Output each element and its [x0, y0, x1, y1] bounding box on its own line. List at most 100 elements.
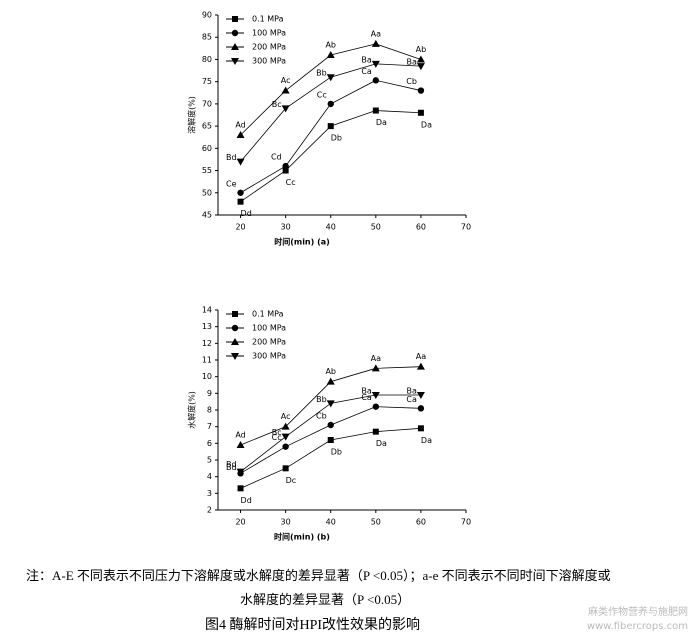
marker [236, 468, 245, 476]
marker [417, 109, 424, 116]
marker [372, 403, 380, 410]
y-tick-label: 4 [207, 472, 212, 481]
point-label: Cb [316, 412, 327, 421]
marker [237, 485, 244, 492]
watermark: 麻类作物营养与施肥网 [588, 605, 688, 618]
legend-label: 200 MPa [252, 338, 286, 347]
point-label: Dc [286, 476, 297, 485]
point-label: Da [421, 436, 432, 445]
y-tick-label: 65 [202, 122, 212, 131]
x-tick-label: 50 [371, 223, 381, 232]
marker [416, 63, 425, 71]
legend-label: 300 MPa [252, 57, 286, 66]
marker [326, 400, 335, 408]
x-tick-label: 20 [235, 518, 245, 527]
y-tick-label: 13 [202, 322, 212, 331]
point-label: Ad [235, 431, 245, 440]
marker [237, 198, 244, 205]
y-tick-label: 3 [207, 489, 212, 498]
legend-marker [232, 311, 238, 317]
point-label: Ab [325, 41, 336, 50]
point-label: Db [331, 134, 342, 143]
legend-marker [231, 29, 239, 37]
y-tick-label: 70 [202, 99, 212, 108]
x-tick-label: 30 [281, 223, 291, 232]
point-label: Da [421, 120, 432, 129]
point-label: Ac [281, 76, 291, 85]
legend-marker [231, 353, 239, 360]
marker [281, 105, 290, 113]
point-label: Ab [416, 45, 427, 54]
marker [326, 377, 335, 385]
note-line: 水解度的差异显著（P <0.05） [240, 592, 410, 607]
marker [416, 362, 425, 370]
marker [371, 39, 380, 47]
legend-symbol [231, 324, 239, 332]
note-line: 注：A-E 不同表示不同压力下溶解度或水解度的差异显著（P <0.05）；a-e… [26, 568, 611, 584]
marker [371, 392, 380, 399]
marker [237, 189, 244, 196]
y-tick-label: 11 [202, 356, 212, 365]
point-label: Cc [272, 433, 282, 442]
legend-marker [231, 43, 239, 50]
point-label: Aa [371, 29, 381, 38]
marker [417, 87, 425, 94]
y-tick-label: 50 [202, 188, 212, 197]
point-label: Dd [241, 496, 252, 505]
marker [372, 107, 379, 114]
point-label: Bd [226, 463, 237, 472]
point-label: Ca [361, 393, 372, 402]
marker [416, 55, 425, 63]
legend-symbol [231, 58, 239, 65]
point-label: Cc [317, 90, 327, 99]
marker [416, 392, 425, 399]
point-label: Bd [226, 153, 237, 162]
y-tick-label: 85 [202, 33, 212, 42]
marker [236, 158, 245, 166]
marker [327, 100, 334, 108]
legend-marker [231, 58, 239, 65]
point-label: Db [331, 448, 342, 457]
y-tick-label: 80 [202, 55, 212, 64]
marker [326, 74, 335, 82]
marker [372, 428, 379, 435]
legend-label: 0.1 MPa [252, 15, 284, 24]
marker [327, 123, 334, 130]
point-label: Da [376, 439, 387, 448]
x-tick-label: 40 [326, 518, 336, 527]
y-tick-label: 5 [207, 456, 212, 465]
legend-label: 100 MPa [252, 324, 286, 333]
point-label: Bc [272, 428, 282, 437]
y-tick-label: 14 [202, 306, 212, 315]
x-axis-label: 时间(min) (b) [274, 532, 330, 542]
point-label: Dd [241, 209, 252, 218]
y-tick-label: 45 [202, 211, 212, 220]
marker [281, 422, 290, 430]
y-tick-label: 2 [207, 506, 212, 515]
point-label: Ba [361, 55, 371, 64]
point-label: Ce [226, 179, 237, 188]
legend-symbol [231, 29, 239, 37]
point-label: Ad [235, 121, 245, 130]
y-axis-label: 水解度(%) [187, 391, 197, 429]
point-label: Bd [226, 460, 237, 469]
legend-symbol [231, 353, 239, 360]
y-axis-label: 溶解度(%) [187, 96, 197, 134]
y-tick-label: 9 [207, 389, 212, 398]
y-tick-label: 60 [202, 144, 212, 153]
point-label: Ba [407, 387, 417, 396]
marker [282, 443, 289, 450]
x-axis-label: 时间(min) (a) [274, 237, 330, 247]
caption: 图4 酶解时间对HPI改性效果的影响 [205, 617, 420, 633]
marker [372, 77, 380, 84]
point-label: Bc [272, 100, 282, 109]
y-tick-label: 75 [202, 77, 212, 86]
x-tick-label: 60 [416, 223, 426, 232]
marker [417, 425, 424, 432]
legend-label: 300 MPa [252, 352, 286, 361]
marker [281, 86, 290, 94]
marker [282, 167, 289, 174]
marker [327, 437, 334, 443]
marker [371, 364, 380, 372]
